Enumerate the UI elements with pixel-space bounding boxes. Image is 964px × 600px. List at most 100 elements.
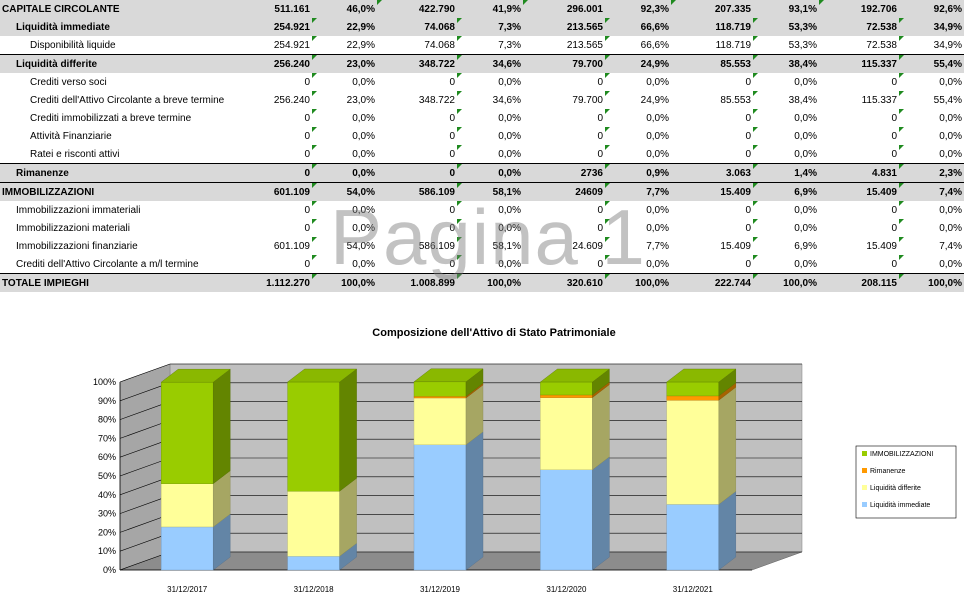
value-cell[interactable]: 0 <box>891 222 897 234</box>
value-cell[interactable]: 79.700 <box>572 94 603 106</box>
percent-cell[interactable]: 0,0% <box>605 145 671 164</box>
percent-cell[interactable]: 0,0% <box>899 255 964 274</box>
value-cell[interactable]: 0 <box>891 204 897 216</box>
percent-cell[interactable]: 100,0% <box>753 273 819 292</box>
value-cell[interactable]: 85.553 <box>720 94 751 106</box>
percent-cell[interactable]: 0,0% <box>457 201 523 219</box>
percent-cell[interactable]: 66,6% <box>605 18 671 36</box>
percent-cell[interactable]: 23,0% <box>312 91 377 109</box>
percent-cell[interactable]: 0,0% <box>457 219 523 237</box>
percent-cell[interactable]: 0,0% <box>753 73 819 91</box>
value-cell[interactable]: 1.008.899 <box>377 273 457 292</box>
percent-cell[interactable]: 38,4% <box>753 54 819 73</box>
value-cell[interactable]: 24.609 <box>572 240 603 252</box>
value-cell[interactable]: 208.115 <box>819 273 899 292</box>
value-cell[interactable]: 4.831 <box>819 163 899 183</box>
value-cell[interactable]: 0 <box>304 76 310 88</box>
percent-cell[interactable]: 0,0% <box>753 145 819 164</box>
value-cell[interactable]: 192.706 <box>819 0 899 18</box>
percent-cell[interactable]: 0,0% <box>753 201 819 219</box>
value-cell[interactable]: 0 <box>745 204 751 216</box>
percent-cell[interactable]: 0,0% <box>312 163 377 183</box>
value-cell[interactable]: 213.565 <box>523 18 605 36</box>
row-label[interactable]: Liquidità differite <box>0 54 232 73</box>
value-cell[interactable]: 511.161 <box>232 0 312 18</box>
percent-cell[interactable]: 66,6% <box>605 36 671 55</box>
percent-cell[interactable]: 0,0% <box>753 127 819 145</box>
value-cell[interactable]: 0 <box>597 76 603 88</box>
value-cell[interactable]: 207.335 <box>671 0 753 18</box>
row-label[interactable]: Crediti dell'Attivo Circolante a breve t… <box>30 94 225 106</box>
percent-cell[interactable]: 46,0% <box>312 0 377 18</box>
percent-cell[interactable]: 0,0% <box>457 127 523 145</box>
value-cell[interactable]: 0 <box>304 222 310 234</box>
value-cell[interactable]: 0 <box>745 76 751 88</box>
percent-cell[interactable]: 0,0% <box>457 109 523 127</box>
percent-cell[interactable]: 24,9% <box>605 91 671 109</box>
value-cell[interactable]: 0 <box>819 255 899 274</box>
value-cell[interactable]: 0 <box>671 145 753 164</box>
row-label[interactable]: Liquidità immediate <box>0 18 232 36</box>
percent-cell[interactable]: 92,3% <box>605 0 671 18</box>
percent-cell[interactable]: 58,1% <box>457 237 523 255</box>
percent-cell[interactable]: 7,7% <box>605 237 671 255</box>
percent-cell[interactable]: 55,4% <box>899 54 964 73</box>
percent-cell[interactable]: 2,3% <box>899 163 964 183</box>
value-cell[interactable]: 115.337 <box>819 54 899 73</box>
value-cell[interactable]: 74.068 <box>377 36 457 55</box>
value-cell[interactable]: 586.109 <box>418 240 455 252</box>
percent-cell[interactable]: 0,0% <box>605 127 671 145</box>
percent-cell[interactable]: 54,0% <box>312 237 377 255</box>
percent-cell[interactable]: 7,4% <box>899 237 964 255</box>
value-cell[interactable]: 0 <box>745 130 751 142</box>
percent-cell[interactable]: 0,0% <box>312 219 377 237</box>
value-cell[interactable]: 254.921 <box>232 36 312 55</box>
value-cell[interactable]: 72.538 <box>819 36 899 55</box>
value-cell[interactable]: 74.068 <box>377 18 457 36</box>
row-label[interactable]: Crediti immobilizzati a breve termine <box>30 112 192 124</box>
percent-cell[interactable]: 0,0% <box>457 145 523 164</box>
percent-cell[interactable]: 1,4% <box>753 163 819 183</box>
percent-cell[interactable]: 23,0% <box>312 54 377 73</box>
value-cell[interactable]: 0 <box>449 204 455 216</box>
percent-cell[interactable]: 6,9% <box>753 237 819 255</box>
percent-cell[interactable]: 24,9% <box>605 54 671 73</box>
row-label[interactable]: Ratei e risconti attivi <box>0 145 232 164</box>
percent-cell[interactable]: 92,6% <box>899 0 964 18</box>
percent-cell[interactable]: 7,4% <box>899 182 964 201</box>
value-cell[interactable]: 3.063 <box>671 163 753 183</box>
percent-cell[interactable]: 0,0% <box>899 145 964 164</box>
value-cell[interactable]: 0 <box>449 222 455 234</box>
value-cell[interactable]: 0 <box>377 163 457 183</box>
percent-cell[interactable]: 54,0% <box>312 182 377 201</box>
value-cell[interactable]: 0 <box>891 76 897 88</box>
value-cell[interactable]: 0 <box>377 255 457 274</box>
percent-cell[interactable]: 0,0% <box>899 109 964 127</box>
row-label[interactable]: Immobilizzazioni immateriali <box>16 204 141 216</box>
value-cell[interactable]: 0 <box>523 145 605 164</box>
percent-cell[interactable]: 7,3% <box>457 36 523 55</box>
value-cell[interactable]: 79.700 <box>523 54 605 73</box>
value-cell[interactable]: 0 <box>377 145 457 164</box>
percent-cell[interactable]: 6,9% <box>753 182 819 201</box>
value-cell[interactable]: 0 <box>597 222 603 234</box>
row-label[interactable]: Crediti dell'Attivo Circolante a m/l ter… <box>0 255 232 274</box>
value-cell[interactable]: 0 <box>671 255 753 274</box>
value-cell[interactable]: 0 <box>523 255 605 274</box>
percent-cell[interactable]: 34,6% <box>457 91 523 109</box>
percent-cell[interactable]: 93,1% <box>753 0 819 18</box>
value-cell[interactable]: 1.112.270 <box>232 273 312 292</box>
value-cell[interactable]: 586.109 <box>377 182 457 201</box>
percent-cell[interactable]: 0,0% <box>312 201 377 219</box>
row-label[interactable]: Rimanenze <box>0 163 232 183</box>
percent-cell[interactable]: 55,4% <box>899 91 964 109</box>
value-cell[interactable]: 0 <box>449 112 455 124</box>
percent-cell[interactable]: 0,0% <box>899 73 964 91</box>
value-cell[interactable]: 0 <box>304 130 310 142</box>
value-cell[interactable]: 0 <box>891 112 897 124</box>
value-cell[interactable]: 2736 <box>523 163 605 183</box>
row-label[interactable]: Immobilizzazioni materiali <box>16 222 130 234</box>
percent-cell[interactable]: 0,0% <box>605 255 671 274</box>
row-label[interactable]: TOTALE IMPIEGHI <box>0 273 232 292</box>
row-label[interactable]: IMMOBILIZZAZIONI <box>0 182 232 201</box>
